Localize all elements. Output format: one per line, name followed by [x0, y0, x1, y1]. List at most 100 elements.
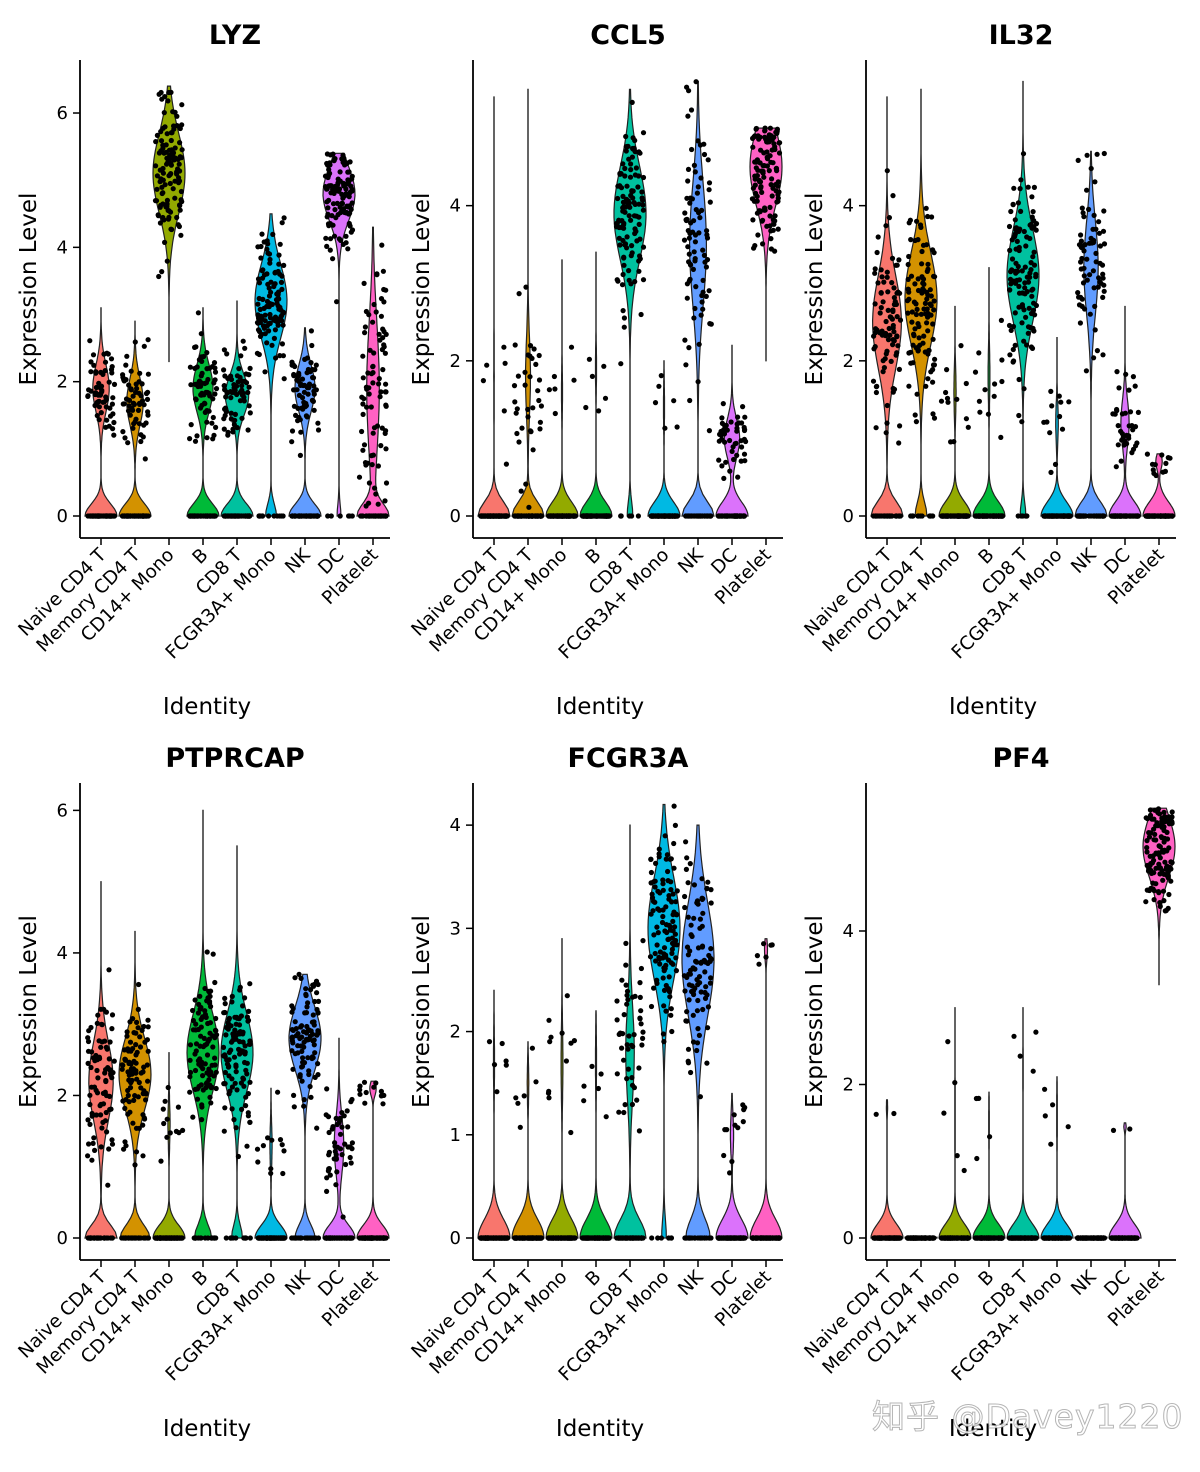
data-point — [1010, 237, 1015, 242]
data-point — [244, 371, 249, 376]
data-point — [1027, 236, 1032, 241]
data-point — [707, 180, 712, 185]
data-point — [345, 1108, 350, 1113]
data-point — [174, 114, 179, 119]
data-point — [314, 990, 319, 995]
data-point — [315, 513, 320, 518]
data-point — [1033, 272, 1038, 277]
data-point — [349, 1160, 354, 1165]
data-point — [636, 215, 641, 220]
data-point — [206, 1077, 211, 1082]
data-point — [280, 1171, 285, 1176]
data-point — [110, 426, 115, 431]
data-point — [872, 271, 877, 276]
data-point — [239, 1080, 244, 1085]
data-point — [159, 138, 164, 143]
data-point — [482, 513, 487, 518]
data-point — [95, 400, 100, 405]
data-point — [361, 375, 366, 380]
data-point — [211, 380, 216, 385]
data-point — [909, 274, 914, 279]
data-point — [875, 250, 880, 255]
data-point — [340, 1235, 345, 1240]
data-point — [382, 498, 387, 503]
data-point — [700, 299, 705, 304]
data-point — [1048, 389, 1053, 394]
data-point — [1150, 462, 1155, 467]
data-point — [1078, 513, 1083, 518]
data-point — [920, 341, 925, 346]
data-point — [363, 460, 368, 465]
data-point — [1102, 151, 1107, 156]
data-point — [774, 199, 779, 204]
data-point — [1120, 411, 1125, 416]
data-point — [137, 1235, 142, 1240]
data-point — [619, 171, 624, 176]
data-point — [333, 1149, 338, 1154]
y-axis-title: Expression Level — [16, 915, 42, 1108]
data-point — [1060, 427, 1065, 432]
data-point — [279, 318, 284, 323]
data-point — [138, 439, 143, 444]
data-point — [210, 1044, 215, 1049]
data-point — [884, 430, 889, 435]
data-point — [141, 1091, 146, 1096]
data-point — [106, 1146, 111, 1151]
violin-memory-cd4-t — [512, 1042, 544, 1241]
data-point — [691, 315, 696, 320]
data-point — [1013, 261, 1018, 266]
data-point — [906, 350, 911, 355]
data-point — [308, 1084, 313, 1089]
data-point — [311, 1235, 316, 1240]
data-point — [266, 513, 271, 518]
data-point — [92, 1148, 97, 1153]
data-point — [335, 182, 340, 187]
data-point — [888, 314, 893, 319]
data-point — [641, 130, 646, 135]
data-point — [1114, 369, 1119, 374]
data-point — [105, 1047, 110, 1052]
data-point — [141, 1065, 146, 1070]
data-point — [101, 1101, 106, 1106]
data-point — [1133, 443, 1138, 448]
data-point — [910, 513, 915, 518]
data-point — [225, 390, 230, 395]
data-point — [91, 352, 96, 357]
data-point — [693, 169, 698, 174]
data-point — [324, 199, 329, 204]
data-point — [335, 201, 340, 206]
data-point — [124, 513, 129, 518]
data-point — [199, 373, 204, 378]
violin-cd8-t — [614, 89, 646, 518]
data-point — [165, 98, 170, 103]
violin-nk — [289, 328, 321, 519]
data-point — [239, 416, 244, 421]
data-point — [138, 1085, 143, 1090]
data-point — [330, 256, 335, 261]
data-point — [380, 426, 385, 431]
data-point — [916, 276, 921, 281]
data-point — [222, 383, 227, 388]
data-point — [103, 1079, 108, 1084]
data-point — [627, 513, 632, 518]
data-point — [345, 1124, 350, 1129]
data-point — [735, 475, 740, 480]
data-point — [211, 415, 216, 420]
data-point — [998, 435, 1003, 440]
data-point — [341, 1214, 346, 1219]
data-point — [725, 513, 730, 518]
data-point — [1097, 279, 1102, 284]
data-point — [264, 340, 269, 345]
data-point — [1026, 324, 1031, 329]
data-point — [381, 269, 386, 274]
data-point — [891, 390, 896, 395]
data-point — [753, 191, 758, 196]
data-point — [621, 255, 626, 260]
data-point — [706, 157, 711, 162]
data-point — [632, 213, 637, 218]
data-point — [160, 215, 165, 220]
data-point — [1007, 287, 1012, 292]
data-point — [226, 1065, 231, 1070]
data-point — [707, 288, 712, 293]
data-point — [140, 1123, 145, 1128]
